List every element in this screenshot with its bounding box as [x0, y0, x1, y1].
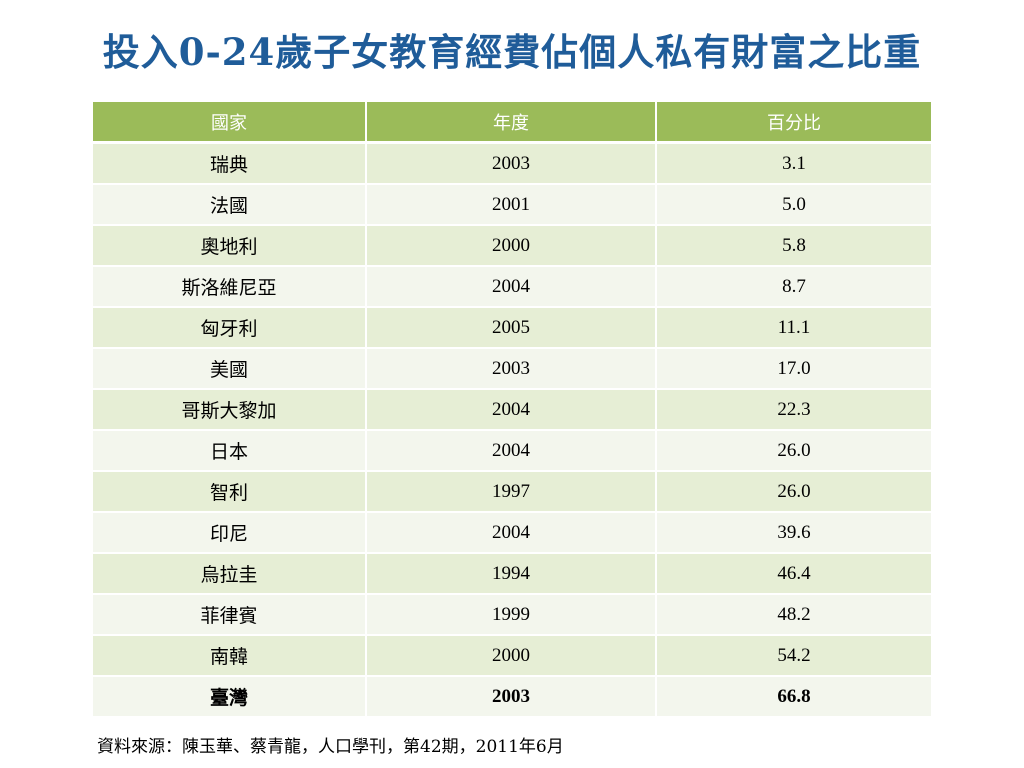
cell-country: 瑞典	[93, 142, 367, 185]
cell-country: 智利	[93, 471, 367, 513]
cell-year: 2001	[366, 184, 657, 226]
cell-country: 匈牙利	[93, 307, 367, 349]
cell-country: 菲律賓	[93, 594, 367, 636]
cell-country: 臺灣	[93, 676, 367, 718]
cell-country: 烏拉圭	[93, 553, 367, 595]
table-row: 美國 2003 17.0	[93, 348, 931, 390]
cell-country: 法國	[93, 184, 367, 226]
cell-year: 2000	[366, 635, 657, 677]
cell-year: 1994	[366, 553, 657, 595]
table-row: 奧地利 2000 5.8	[93, 225, 931, 267]
table-row: 斯洛維尼亞 2004 8.7	[93, 266, 931, 308]
cell-country: 日本	[93, 430, 367, 472]
cell-percent: 5.0	[656, 184, 931, 226]
slide-title: 投入0-24歲子女教育經費佔個人私有財富之比重	[102, 30, 922, 74]
cell-country: 奧地利	[93, 225, 367, 267]
table-row: 印尼 2004 39.6	[93, 512, 931, 554]
header-country: 國家	[93, 102, 367, 144]
cell-percent: 39.6	[656, 512, 931, 554]
table-row: 烏拉圭 1994 46.4	[93, 553, 931, 595]
cell-year: 2003	[366, 348, 657, 390]
cell-year: 1999	[366, 594, 657, 636]
cell-percent: 3.1	[656, 142, 931, 185]
cell-year: 1997	[366, 471, 657, 513]
table-row: 哥斯大黎加 2004 22.3	[93, 389, 931, 431]
cell-year: 2003	[366, 142, 657, 185]
cell-percent: 5.8	[656, 225, 931, 267]
table-row: 匈牙利 2005 11.1	[93, 307, 931, 349]
cell-percent: 48.2	[656, 594, 931, 636]
header-year: 年度	[366, 102, 657, 144]
table-header-row: 國家 年度 百分比	[93, 102, 931, 144]
cell-year: 2005	[366, 307, 657, 349]
table-row: 智利 1997 26.0	[93, 471, 931, 513]
table-row: 法國 2001 5.0	[93, 184, 931, 226]
table-row: 瑞典 2003 3.1	[93, 142, 931, 185]
table-row: 菲律賓 1999 48.2	[93, 594, 931, 636]
cell-percent: 26.0	[656, 471, 931, 513]
cell-year: 2004	[366, 430, 657, 472]
cell-percent: 26.0	[656, 430, 931, 472]
cell-percent: 17.0	[656, 348, 931, 390]
cell-year: 2004	[366, 512, 657, 554]
cell-country: 南韓	[93, 635, 367, 677]
cell-country: 斯洛維尼亞	[93, 266, 367, 308]
cell-percent: 66.8	[656, 676, 931, 718]
cell-percent: 11.1	[656, 307, 931, 349]
table-row: 臺灣 2003 66.8	[93, 676, 931, 718]
cell-country: 美國	[93, 348, 367, 390]
cell-percent: 54.2	[656, 635, 931, 677]
table-row: 南韓 2000 54.2	[93, 635, 931, 677]
cell-year: 2004	[366, 266, 657, 308]
header-percent: 百分比	[656, 102, 931, 144]
cell-percent: 46.4	[656, 553, 931, 595]
cell-percent: 8.7	[656, 266, 931, 308]
cell-year: 2003	[366, 676, 657, 718]
table-row: 日本 2004 26.0	[93, 430, 931, 472]
cell-percent: 22.3	[656, 389, 931, 431]
cell-country: 印尼	[93, 512, 367, 554]
table-body: 瑞典 2003 3.1 法國 2001 5.0 奧地利 2000 5.8 斯洛維尼亞 2004 8.7…	[93, 142, 931, 718]
data-table: 國家 年度 百分比 瑞典 2003 3.1 法國 2001 5.0 奧地利 2000 5.8 斯洛…	[93, 102, 931, 718]
cell-country: 哥斯大黎加	[93, 389, 367, 431]
source-citation: 資料來源：陳玉華、蔡青龍，人口學刊，第42期，2011年6月	[97, 737, 564, 757]
cell-year: 2000	[366, 225, 657, 267]
cell-year: 2004	[366, 389, 657, 431]
